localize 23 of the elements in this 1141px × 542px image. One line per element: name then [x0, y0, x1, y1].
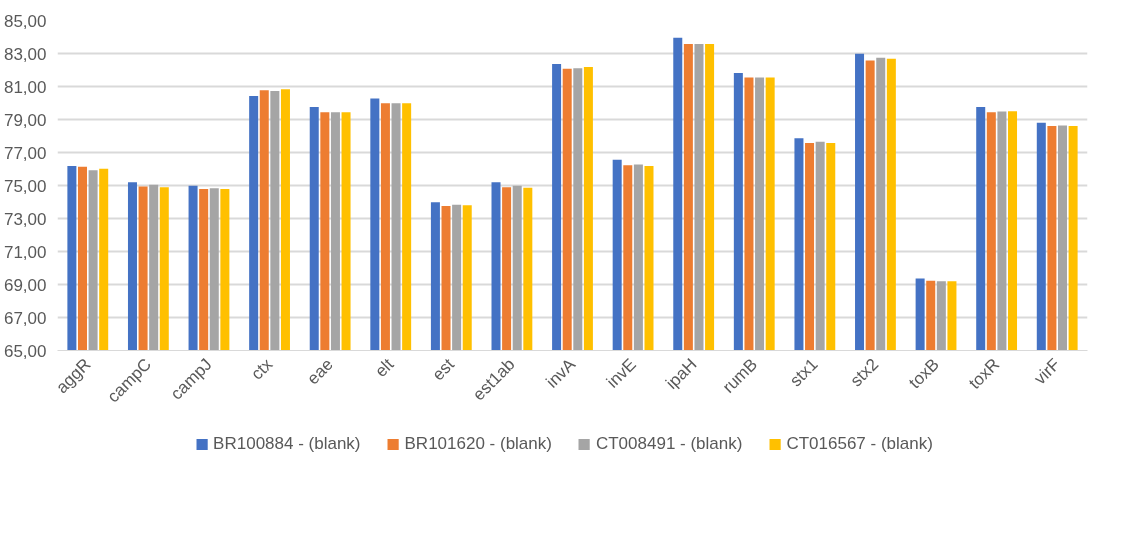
x-tick-label: ctx [247, 354, 277, 384]
y-tick-label: 71,00 [3, 242, 47, 262]
y-tick-label: 75,00 [3, 176, 47, 196]
x-tick-label: elt [371, 354, 398, 381]
x-tick-label: est [428, 354, 459, 385]
y-tick-label: 69,00 [3, 275, 47, 295]
legend-label: BR101620 - (blank) [404, 433, 552, 454]
y-tick-label: 73,00 [3, 209, 47, 229]
y-tick-label: 67,00 [3, 308, 47, 328]
legend-label: BR100884 - (blank) [213, 433, 361, 454]
x-tick-label: stx2 [846, 354, 883, 391]
y-tick-label: 83,00 [3, 44, 47, 64]
y-tick-label: 79,00 [3, 110, 47, 130]
y-tick-label: 65,00 [3, 341, 47, 361]
y-tick-label: 81,00 [3, 77, 47, 97]
legend-label: CT008491 - (blank) [595, 433, 743, 454]
x-tick-label: invA [542, 354, 580, 392]
y-tick-label: 77,00 [3, 143, 47, 163]
x-tick-label: eae [303, 354, 337, 389]
x-tick-label: stx1 [786, 354, 822, 391]
legend-label: CT016567 - (blank) [786, 433, 933, 454]
y-tick-label: 85,00 [3, 11, 47, 31]
x-tick-label: virF [1030, 354, 1064, 389]
